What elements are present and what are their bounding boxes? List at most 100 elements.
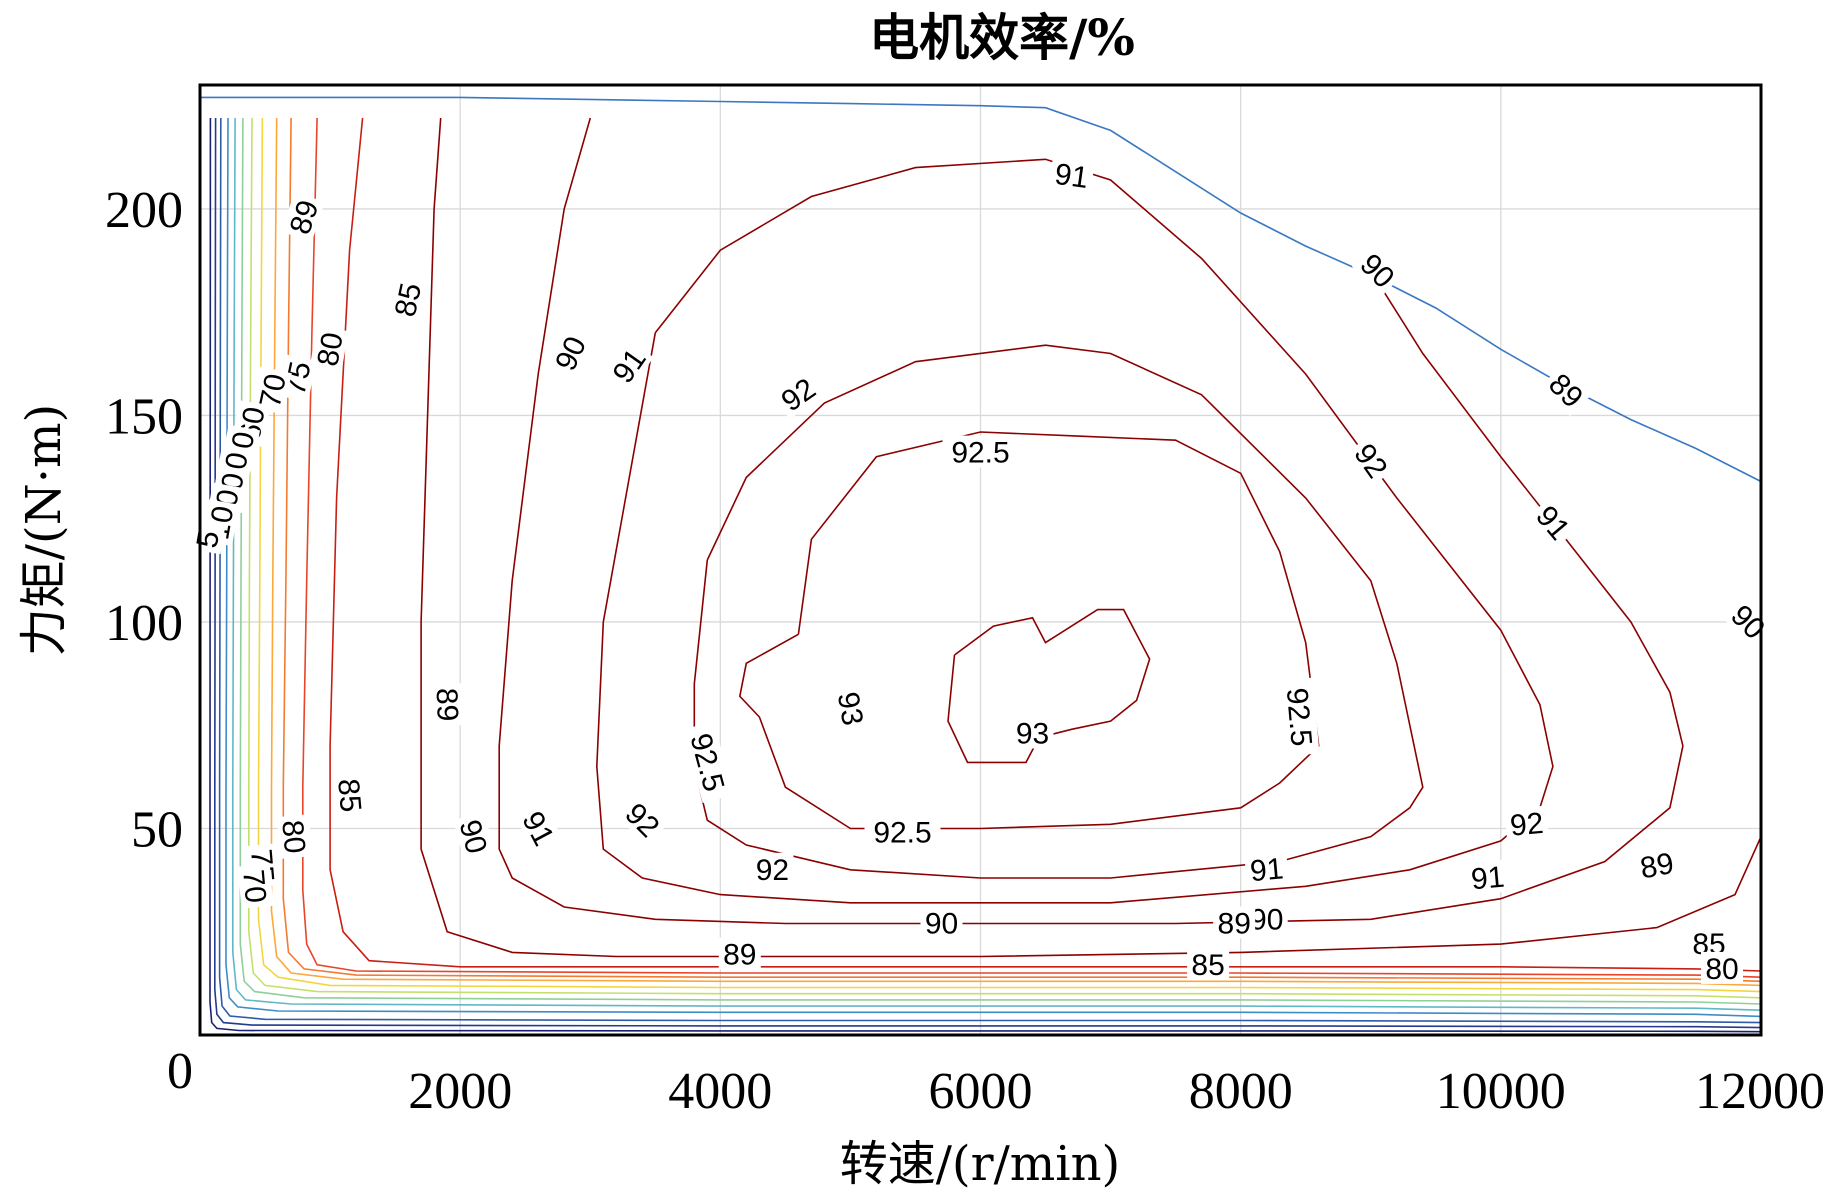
contour-label: 92 [1346, 433, 1397, 487]
contour-label: 91 [1048, 156, 1095, 195]
contour-label-text: 91 [1053, 158, 1091, 195]
contour-label-text: 92 [1509, 807, 1545, 843]
contour-label: 85 [387, 275, 428, 324]
contour-label: 89 [1540, 363, 1593, 417]
contour-label: 89 [430, 683, 465, 727]
contour-label-text: 90 [925, 908, 958, 941]
contour-label: 92 [771, 368, 825, 420]
contour-label-bg [1633, 845, 1681, 885]
y-tick-labels: 50 100 150 200 [105, 182, 183, 859]
plot-frame [198, 83, 1763, 1037]
y-tick-label: 50 [131, 802, 183, 859]
contour-label: 90 [920, 906, 963, 941]
contour-label-bg [1527, 495, 1580, 549]
contour-label-bg [453, 812, 496, 861]
contour-label: 92.5 [942, 435, 1019, 470]
contour-label: 90 [1722, 595, 1775, 648]
contour-label-text: 89 [1542, 368, 1589, 415]
contour-label: 89 [718, 937, 761, 972]
contour-label-bg [1187, 947, 1230, 980]
contour-line-90 [498, 117, 1684, 925]
contour-line-75 [282, 117, 1762, 983]
y-axis-title: 力矩/(N·m) [16, 404, 72, 656]
contour-label-bg [1346, 433, 1397, 487]
contour-label-text: 91 [515, 806, 560, 851]
contour-line-60 [257, 117, 1762, 993]
contour-label-text: 92.5 [683, 730, 730, 795]
contour-label-text: 92 [618, 797, 665, 844]
contour-label: 92 [1504, 805, 1550, 843]
contour-label-bg [920, 906, 963, 939]
contour-label-bg [276, 814, 313, 859]
contour-label-bg [1280, 677, 1320, 757]
contour-label-bg [515, 801, 564, 855]
contour-label: 70 [236, 863, 274, 909]
contour-label-text: 91 [1470, 861, 1506, 897]
contour-label-bg [603, 338, 654, 392]
contour-label: 89 [281, 191, 325, 242]
contour-label-bg [281, 191, 325, 242]
contour-label: 93 [1011, 716, 1054, 751]
contour-label-text: 80 [275, 819, 311, 855]
contour-label-bg [718, 937, 761, 970]
contour-label-bg [237, 863, 274, 909]
contour-label-bg [1701, 951, 1743, 984]
contour-line-80 [301, 117, 1762, 978]
contour-label-text: 92 [1347, 438, 1393, 484]
contour-label-text: 92 [756, 854, 789, 887]
contour-label: 92.5 [1280, 677, 1320, 757]
contour-label: 91 [603, 338, 654, 392]
contour-label: 89 [1633, 845, 1681, 885]
contour-label-bg [332, 772, 369, 818]
contour-label-bg [1048, 156, 1095, 194]
contour-label-bg [1351, 244, 1405, 297]
contour-label: 91 [1527, 495, 1580, 549]
contour-line-92 [693, 344, 1424, 879]
contour-label-text: 90 [1250, 903, 1283, 936]
contour-label-text: 90 [1353, 248, 1400, 295]
contour-label-bg [682, 721, 734, 803]
contour-label-bg [1244, 851, 1289, 887]
contour-line-50 [248, 117, 1762, 999]
contour-line-40 [239, 117, 1762, 1005]
contour-label-bg [431, 683, 465, 727]
x-tick-labels: 0 2000 4000 6000 8000 10000 12000 [167, 1043, 1825, 1120]
contour-label: 91 [1244, 851, 1289, 888]
x-tick-label: 8000 [1189, 1063, 1293, 1120]
contour-line-70 [270, 117, 1762, 987]
contour-label-bg [387, 275, 428, 324]
contour-label: 89 [1213, 906, 1256, 941]
contour-label-text: 89 [430, 687, 464, 722]
x-tick-label: 4000 [668, 1063, 772, 1120]
contour-label-text: 89 [1218, 908, 1251, 941]
contour-label: 91 [515, 801, 564, 855]
contour-label-bg [1465, 859, 1511, 895]
contour-label: 80 [309, 325, 350, 373]
contour-label-text: 92.5 [951, 437, 1009, 470]
contour-label: 90 [546, 327, 593, 379]
contour-label: 91 [1465, 859, 1511, 897]
contour-label-text: 80 [311, 330, 349, 369]
contour-label: 92.5 [864, 815, 941, 850]
contour-label-text: 70 [236, 868, 272, 904]
x-tick-label: 2000 [408, 1063, 512, 1120]
contour-label-text: 89 [723, 939, 756, 972]
contour-label-text: 90 [1724, 599, 1771, 646]
contour-line-93 [947, 608, 1151, 764]
contour-label-text: 92.5 [873, 817, 931, 850]
y-tick-label: 100 [105, 595, 183, 652]
contour-label-bg [616, 793, 670, 846]
contour-label-text: 92.5 [1280, 687, 1318, 748]
contour-label-bg [546, 327, 593, 379]
contour-label-bg [1540, 363, 1593, 417]
x-tick-label: 12000 [1695, 1063, 1825, 1120]
contour-label: 92.5 [682, 721, 734, 803]
contour-label-text: 80 [1705, 953, 1738, 986]
contour-line-92-5 [738, 431, 1320, 830]
contour-line-5 [214, 117, 1762, 1029]
contour-label-bg [1011, 716, 1054, 749]
contour-label-bg [751, 852, 794, 885]
contour-label-text: 93 [831, 689, 869, 728]
contour-line-89 [420, 117, 1762, 958]
